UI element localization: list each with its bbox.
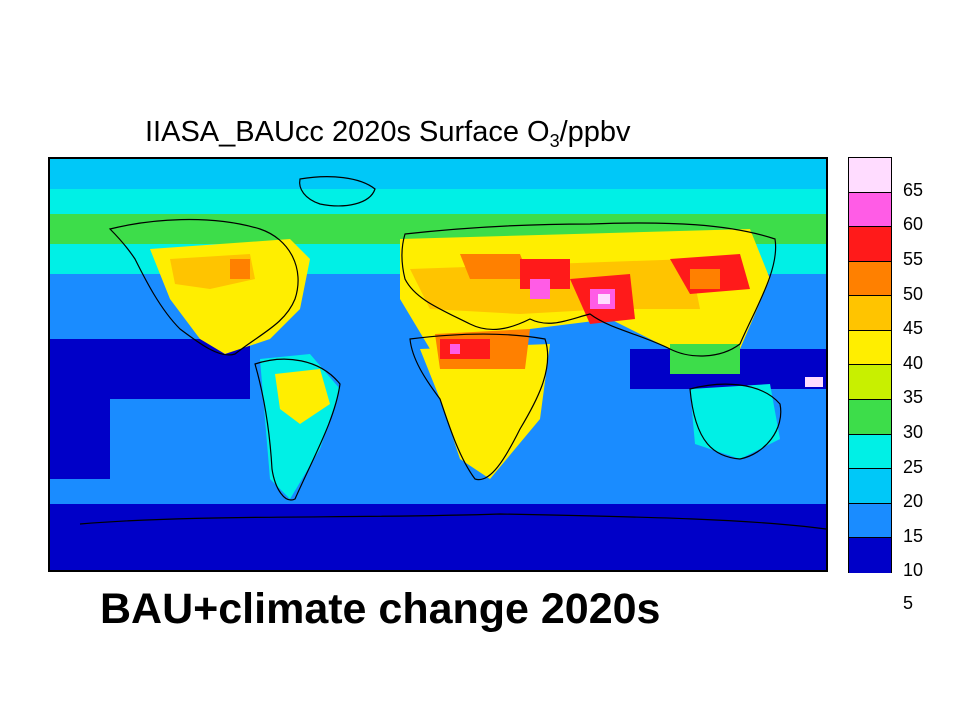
- colorbar-bin: [849, 261, 891, 297]
- colorbar-tick-label: 25: [903, 457, 924, 477]
- title-suffix: /ppbv: [559, 116, 631, 148]
- colorbar-tick-label: 45: [903, 318, 924, 338]
- us-hotspot: [230, 259, 250, 279]
- colorbar-tick-label: 10: [903, 560, 924, 580]
- amazon-field: [275, 369, 330, 424]
- colorbar-tick-label: 65: [903, 180, 924, 200]
- colorbar: [848, 157, 892, 573]
- africa-field: [420, 344, 550, 479]
- colorbar-tick-label: 55: [903, 249, 924, 269]
- colorbar-bin: [849, 469, 891, 504]
- mediterranean-field: [460, 254, 530, 279]
- coastlines: [79, 176, 826, 530]
- subarctic-band: [50, 189, 826, 214]
- colorbar-tick-label: 50: [903, 284, 924, 304]
- slide-caption: BAU+climate change 2020s: [100, 585, 661, 633]
- arctic-region: [50, 159, 826, 189]
- colorbar-bin: [849, 158, 891, 193]
- colorbar-tick-label: 15: [903, 526, 924, 546]
- east-asia-inner: [690, 269, 720, 289]
- gulf-peak: [530, 279, 550, 299]
- colorbar-bin: [849, 365, 891, 401]
- india-max: [598, 294, 610, 304]
- colorbar-bin: [849, 538, 891, 573]
- southeast-asia-field: [670, 344, 740, 374]
- title-prefix: IIASA_BAUcc 2020s Surface O: [145, 116, 550, 148]
- colorbar-bin: [849, 503, 891, 539]
- sahel-peak: [450, 344, 460, 354]
- colorbar-bin: [849, 400, 891, 435]
- colorbar-tick-label: 5: [903, 593, 914, 613]
- colorbar-bin: [849, 296, 891, 331]
- title-subscript: 3: [549, 131, 560, 151]
- colorbar-tick-label: 60: [903, 214, 924, 234]
- map-title: IIASA_BAUcc 2020s Surface O3/ppbv: [145, 116, 631, 152]
- colorbar-bin: [849, 192, 891, 228]
- colorbar-bin: [849, 227, 891, 262]
- colorbar-bin: [849, 434, 891, 470]
- colorbar-bin: [849, 330, 891, 366]
- colorbar-tick-label: 35: [903, 387, 924, 407]
- world-ozone-map: [48, 157, 828, 572]
- map-canvas: [50, 159, 826, 570]
- colorbar-tick-label: 30: [903, 422, 924, 442]
- colorbar-tick-label: 20: [903, 491, 924, 511]
- antarctic-region: [50, 504, 826, 570]
- pacific-anomaly: [805, 377, 823, 387]
- southern-ocean-band: [50, 479, 826, 504]
- sahel-hotspot: [440, 339, 490, 359]
- colorbar-tick-label: 40: [903, 353, 924, 373]
- australia-field: [690, 384, 780, 459]
- pacific-low-west: [50, 399, 110, 479]
